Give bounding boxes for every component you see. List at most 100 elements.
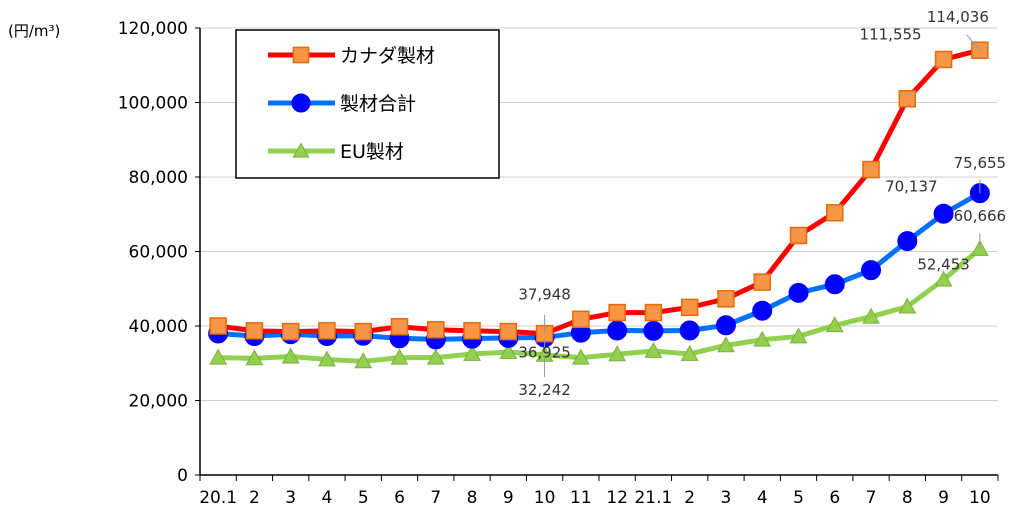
- legend-label: カナダ製材: [340, 45, 435, 67]
- data-point: [572, 310, 590, 329]
- x-tick-label: 5: [793, 488, 804, 508]
- data-point: [862, 160, 880, 179]
- data-label: 60,666: [954, 207, 1007, 225]
- y-axis-unit-label: (円/m³): [8, 22, 60, 40]
- x-tick-label: 3: [721, 488, 732, 508]
- data-point: [572, 348, 590, 365]
- data-label: 114,036: [927, 8, 989, 26]
- data-point: [824, 274, 845, 295]
- data-point: [426, 348, 445, 365]
- data-point: [318, 322, 336, 340]
- y-tick-label: 100,000: [118, 94, 188, 114]
- data-point: [463, 322, 481, 340]
- x-tick-label: 9: [938, 488, 949, 508]
- legend-item: 製材合計: [268, 93, 416, 115]
- data-point: [245, 322, 264, 340]
- y-tick-label: 20,000: [129, 392, 188, 412]
- data-label: 36,925: [518, 343, 571, 361]
- data-point: [897, 231, 918, 252]
- x-tick-label: 4: [757, 488, 768, 508]
- data-point: [789, 226, 808, 245]
- data-point: [463, 344, 481, 361]
- data-point: [281, 322, 300, 341]
- x-tick-label: 20.1: [199, 488, 237, 508]
- data-point: [752, 300, 773, 321]
- data-label: 111,555: [860, 25, 922, 43]
- x-tick-labels: 20.1 2 3 4 5 6 7 8 9 10 11 12 21.1 2 3 4 5 6 7 8 9 10: [199, 488, 990, 508]
- y-tick-label: 120,000: [118, 19, 188, 39]
- legend-item: EU製材: [268, 141, 404, 163]
- legend-marker: [292, 142, 310, 158]
- series-line: [217, 47, 981, 337]
- data-point: [245, 349, 264, 366]
- data-point: [862, 307, 880, 324]
- series-total: [208, 183, 990, 350]
- x-tick-label: 5: [358, 488, 369, 508]
- x-tick-label: 6: [394, 488, 405, 508]
- data-label-leader: [966, 34, 981, 51]
- data-point: [861, 260, 882, 281]
- data-point: [679, 320, 700, 341]
- data-point: [390, 348, 409, 365]
- x-tick-label: 10: [534, 488, 556, 508]
- data-point: [209, 348, 227, 365]
- x-tick-label: 21.1: [634, 488, 672, 508]
- data-label-annotations: 114,036 111,555 75,655 70,137 60,666 52,453 37…: [518, 8, 1006, 399]
- series-canada: [209, 41, 989, 343]
- x-tick-label: 9: [503, 488, 514, 508]
- data-label: 37,948: [518, 286, 571, 304]
- x-tick-label: 11: [570, 488, 592, 508]
- data-point: [898, 297, 917, 314]
- data-point: [715, 315, 736, 336]
- series-line: [218, 247, 982, 364]
- data-point: [318, 350, 336, 367]
- data-point: [354, 352, 373, 369]
- data-point: [789, 327, 808, 344]
- data-point: [499, 343, 518, 359]
- data-point: [644, 341, 663, 358]
- data-point: [643, 320, 664, 341]
- x-tick-label: 2: [684, 488, 695, 508]
- legend-label: EU製材: [340, 141, 404, 163]
- y-tick-labels: 0 20,000 40,000 60,000 80,000 100,000 120,000: [118, 19, 188, 486]
- x-tick-label: 7: [866, 488, 877, 508]
- data-point: [826, 204, 844, 222]
- y-tick-label: 80,000: [129, 168, 188, 188]
- data-point: [788, 282, 809, 303]
- data-label: 75,655: [954, 154, 1007, 172]
- series-line: [217, 191, 982, 342]
- y-tick-label: 0: [177, 466, 188, 486]
- y-tick-label: 60,000: [129, 243, 188, 263]
- data-point: [608, 303, 626, 322]
- legend-marker: [291, 93, 311, 113]
- data-label: 32,242: [518, 381, 571, 399]
- data-point: [390, 317, 409, 336]
- data-point: [934, 50, 953, 69]
- data-point: [281, 347, 300, 364]
- x-tick-label: 8: [902, 488, 913, 508]
- data-point: [753, 273, 771, 291]
- legend-marker: [292, 46, 310, 64]
- data-point: [607, 320, 628, 341]
- series-eu: [209, 239, 989, 369]
- x-tick-label: 4: [322, 488, 333, 508]
- data-point: [934, 270, 953, 287]
- data-label: 52,453: [917, 256, 970, 274]
- data-point: [753, 330, 772, 347]
- data-point: [608, 345, 626, 362]
- x-tick-label: 6: [829, 488, 840, 508]
- data-point: [209, 317, 227, 335]
- x-tick-label: 2: [249, 488, 260, 508]
- x-tick-label: 7: [430, 488, 441, 508]
- data-point: [644, 303, 663, 322]
- data-label: 70,137: [885, 178, 938, 196]
- data-point: [933, 203, 954, 224]
- x-tick-label: 3: [285, 488, 296, 508]
- data-point: [354, 322, 372, 341]
- data-point: [499, 322, 518, 341]
- axes: [195, 27, 999, 481]
- data-point: [717, 290, 735, 308]
